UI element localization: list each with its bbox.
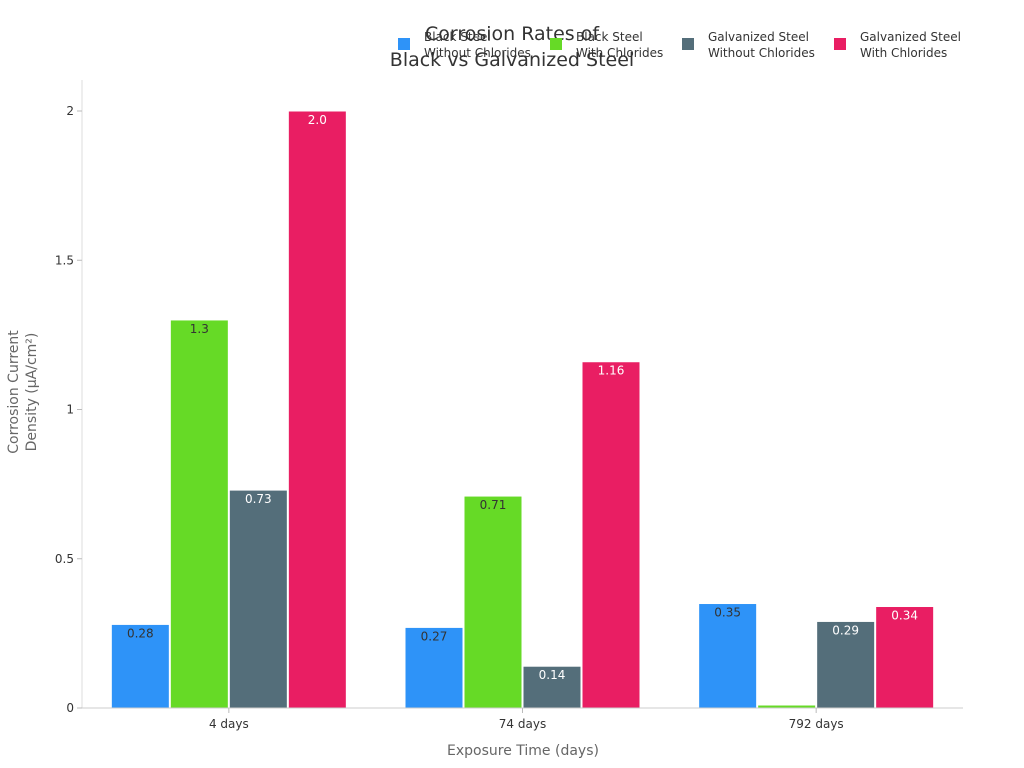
legend-swatch bbox=[682, 38, 694, 50]
chart-title: Corrosion Rates of Black vs Galvanized S… bbox=[390, 23, 634, 71]
y-axis-label-line-2: Density (µA/cm²) bbox=[24, 333, 40, 452]
legend-label: Without Chlorides bbox=[424, 46, 531, 60]
legend-label: With Chlorides bbox=[860, 46, 947, 60]
bar bbox=[404, 626, 464, 709]
legend-swatch bbox=[398, 38, 410, 50]
bar-value-label: 0.27 bbox=[421, 629, 448, 643]
legend-label: Black Steel bbox=[424, 30, 491, 44]
legend-item[interactable]: Galvanized Steel Without Chlorides bbox=[682, 30, 815, 60]
y-tick-label: 0.5 bbox=[55, 552, 74, 566]
bar bbox=[169, 319, 229, 709]
y-axis-label: Corrosion Current Density (µA/cm²) bbox=[6, 330, 40, 454]
legend-label: Without Chlorides bbox=[708, 46, 815, 60]
x-axis: 4 days 74 days 792 days bbox=[82, 707, 963, 731]
legend-item[interactable]: Black Steel With Chlorides bbox=[550, 30, 663, 60]
bar bbox=[816, 620, 876, 709]
legend-swatch bbox=[550, 38, 562, 50]
bar-value-label: 1.16 bbox=[598, 364, 625, 378]
y-axis-label-line-1: Corrosion Current bbox=[6, 330, 22, 454]
x-axis-label: Exposure Time (days) bbox=[447, 743, 599, 759]
y-tick-label: 2 bbox=[66, 104, 74, 118]
legend-label: Black Steel bbox=[576, 30, 643, 44]
bar-value-label: 0.71 bbox=[480, 498, 507, 512]
y-tick-label: 1.5 bbox=[55, 253, 74, 267]
chart-title-line-2: Black vs Galvanized Steel bbox=[390, 49, 634, 71]
bar-value-label: 0.73 bbox=[245, 492, 272, 506]
legend: Black Steel Without Chlorides Black Steel W… bbox=[398, 30, 961, 60]
x-tick-label: 4 days bbox=[209, 717, 249, 731]
bar-value-label: 1.3 bbox=[190, 322, 209, 336]
legend-swatch bbox=[834, 38, 846, 50]
legend-item[interactable]: Black Steel Without Chlorides bbox=[398, 30, 531, 60]
x-tick-label: 792 days bbox=[789, 717, 844, 731]
bar bbox=[522, 665, 582, 709]
legend-item[interactable]: Galvanized Steel With Chlorides bbox=[834, 30, 961, 60]
bar bbox=[581, 361, 641, 709]
legend-label: With Chlorides bbox=[576, 46, 663, 60]
y-tick-label: 0 bbox=[66, 701, 74, 715]
bar-value-label: 0.28 bbox=[127, 626, 154, 640]
bar bbox=[463, 495, 523, 709]
bar-value-label: 0.29 bbox=[832, 623, 859, 637]
bars bbox=[110, 110, 935, 709]
bar-value-label: 0.14 bbox=[539, 668, 566, 682]
bar-labels: 0.28 1.3 0.73 2.0 0.27 0.71 0.14 1.16 0.35 0.29 0.… bbox=[127, 113, 918, 682]
bar-value-label: 0.35 bbox=[714, 606, 741, 620]
bar bbox=[228, 489, 288, 709]
legend-label: Galvanized Steel bbox=[708, 30, 809, 44]
bar-value-label: 2.0 bbox=[308, 113, 327, 127]
x-tick-label: 74 days bbox=[499, 717, 546, 731]
legend-label: Galvanized Steel bbox=[860, 30, 961, 44]
bar bbox=[287, 110, 347, 709]
bar bbox=[110, 623, 170, 709]
y-tick-label: 1 bbox=[66, 403, 74, 417]
bar-value-label: 0.34 bbox=[891, 609, 918, 623]
y-axis: 0 0.5 1 1.5 2 bbox=[55, 80, 83, 715]
